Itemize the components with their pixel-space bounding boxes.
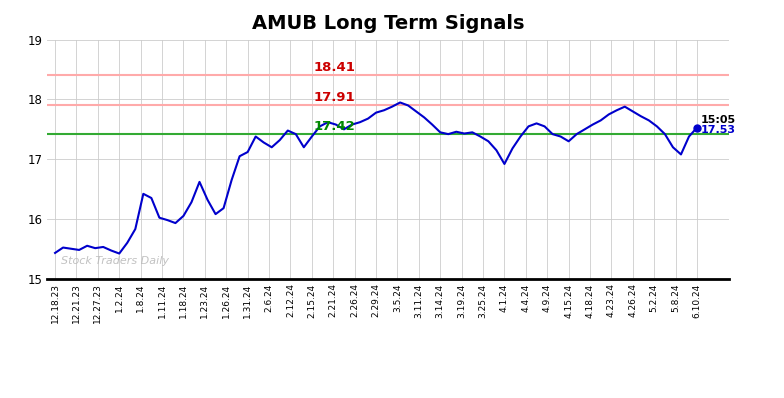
- Text: 15:05: 15:05: [701, 115, 736, 125]
- Text: 17.42: 17.42: [314, 120, 355, 133]
- Text: 17.91: 17.91: [314, 91, 355, 104]
- Text: 18.41: 18.41: [314, 61, 355, 74]
- Text: Stock Traders Daily: Stock Traders Daily: [60, 256, 169, 266]
- Title: AMUB Long Term Signals: AMUB Long Term Signals: [252, 14, 524, 33]
- Text: 17.53: 17.53: [701, 125, 736, 135]
